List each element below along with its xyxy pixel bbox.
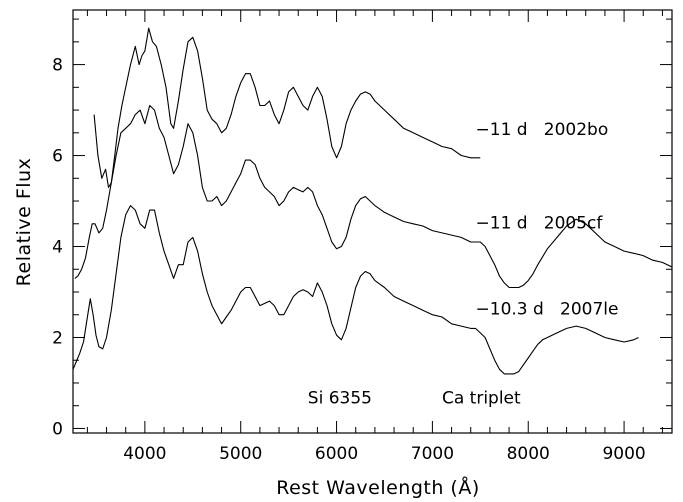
tick-labels: 4000 5000 6000 7000 8000 9000 0 2 4 6 8 <box>52 56 646 464</box>
x-tick-label: 8000 <box>507 444 550 464</box>
y-tick-label: 4 <box>52 238 63 258</box>
x-axis-title: Rest Wavelength (Å) <box>276 476 480 499</box>
x-tick-label: 5000 <box>219 444 262 464</box>
axis-ticks <box>73 10 672 433</box>
spectra-lines <box>72 27 673 375</box>
x-tick-label: 7000 <box>411 444 454 464</box>
x-tick-label: 4000 <box>123 444 166 464</box>
spectrum-line-2002bo <box>93 27 481 188</box>
annotation-si-6355: Si 6355 <box>308 388 372 408</box>
annotation-ca-triplet: Ca triplet <box>442 388 521 408</box>
y-tick-label: 0 <box>52 419 63 439</box>
annotation-2002bo: −11 d 2002bo <box>476 120 609 140</box>
annotation-2007le: −10.3 d 2007le <box>476 300 619 320</box>
plot-frame <box>72 9 673 434</box>
y-axis-title: Relative Flux <box>13 158 35 287</box>
x-tick-label: 6000 <box>315 444 358 464</box>
y-tick-label: 6 <box>52 147 63 167</box>
x-tick-label: 9000 <box>602 444 645 464</box>
y-tick-label: 2 <box>52 328 63 348</box>
y-tick-label: 8 <box>52 56 63 76</box>
spectrum-line-2007le <box>72 205 639 375</box>
spectrum-line-2005cf <box>74 104 673 289</box>
annotation-2005cf: −11 d 2005cf <box>476 213 604 233</box>
